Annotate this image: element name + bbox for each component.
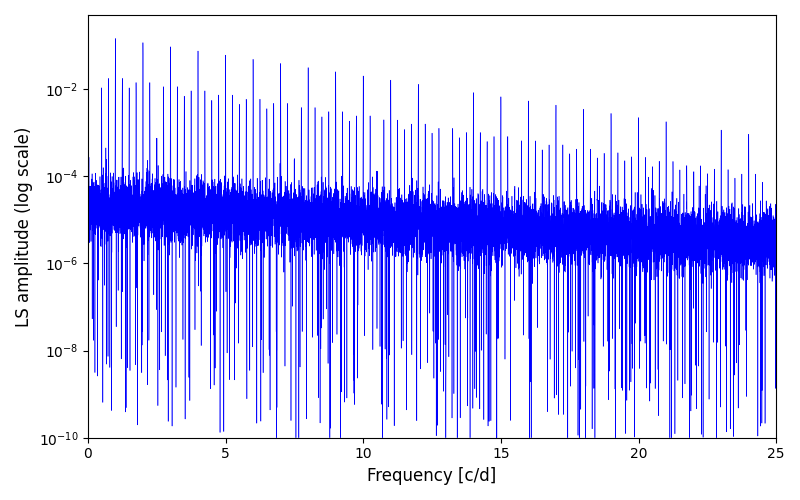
- X-axis label: Frequency [c/d]: Frequency [c/d]: [367, 467, 497, 485]
- Y-axis label: LS amplitude (log scale): LS amplitude (log scale): [15, 126, 33, 326]
